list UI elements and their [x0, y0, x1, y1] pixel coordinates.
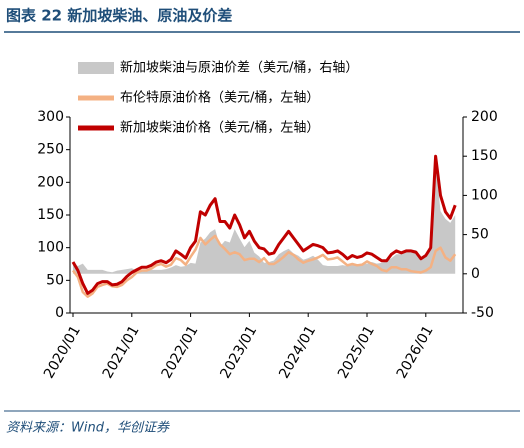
legend-label: 新加坡柴油与原油价差（美元/桶，右轴） — [120, 60, 358, 76]
legend-label: 新加坡柴油价格（美元/桶，左轴） — [120, 120, 319, 136]
y2-tick-label: -50 — [471, 305, 494, 321]
legend-label: 布伦特原油价格（美元/桶，左轴） — [120, 90, 319, 106]
y-tick-label: 300 — [37, 109, 64, 125]
y-tick-label: 100 — [37, 240, 64, 256]
y2-tick-label: 50 — [471, 227, 489, 243]
x-tick-label: 2022/01 — [159, 323, 202, 381]
chart-title: 图表 22 新加坡柴油、原油及价差 — [6, 7, 232, 25]
price-line — [71, 154, 457, 295]
x-tick-label: 2020/01 — [41, 323, 84, 381]
y2-tick-label: 0 — [471, 266, 480, 282]
source: 资料来源：Wind，华创证券 — [6, 421, 170, 436]
y2-tick-label: 100 — [471, 187, 498, 203]
x-tick-label: 2023/01 — [217, 323, 260, 381]
legend-swatch — [78, 62, 114, 74]
y-tick-label: 0 — [55, 305, 64, 321]
y-tick-label: 150 — [37, 207, 64, 223]
spread-area — [73, 160, 456, 274]
x-tick-label: 2025/01 — [335, 323, 378, 381]
price-line — [71, 234, 457, 298]
y2-tick-label: 200 — [471, 109, 498, 125]
x-tick-label: 2021/01 — [100, 323, 143, 381]
y-tick-label: 250 — [37, 142, 64, 158]
y2-tick-label: 150 — [471, 148, 498, 164]
x-tick-label: 2024/01 — [276, 323, 319, 381]
x-tick-label: 2026/01 — [394, 323, 437, 381]
y-tick-label: 200 — [37, 174, 64, 190]
y-tick-label: 50 — [46, 272, 64, 288]
